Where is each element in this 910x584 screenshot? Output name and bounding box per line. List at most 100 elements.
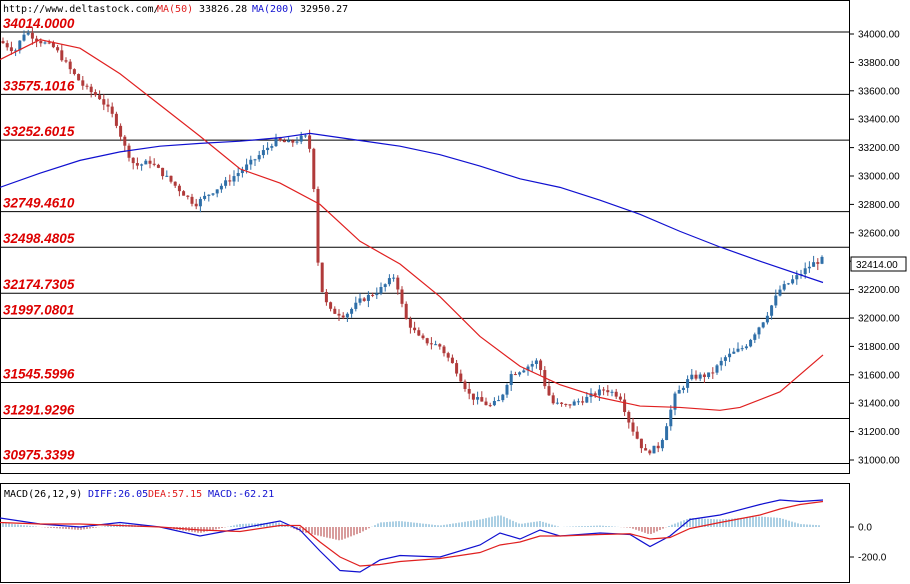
candle-body — [459, 373, 463, 382]
candle-body — [639, 438, 643, 449]
candle-body — [753, 334, 757, 340]
candle-body — [749, 339, 753, 347]
candle-body — [211, 193, 215, 195]
candle-body — [350, 308, 354, 314]
level-label: 32498.4805 — [3, 231, 75, 246]
ma200-label: MA(200) — [252, 4, 294, 15]
candlesticks — [1, 26, 824, 456]
y-tick-label: 33200.00 — [858, 143, 900, 154]
candle-body — [383, 284, 387, 288]
candle-body — [85, 85, 89, 87]
candle-body — [148, 160, 152, 164]
candle-body — [732, 351, 736, 354]
candle-body — [140, 164, 144, 166]
candle-body — [266, 147, 270, 151]
y-tick-label: 33600.00 — [858, 86, 900, 97]
candle-body — [492, 400, 496, 406]
candle-body — [429, 343, 433, 345]
candle-body — [694, 374, 698, 379]
candle-body — [602, 389, 606, 391]
candle-body — [702, 374, 706, 378]
candle-body — [98, 95, 102, 100]
candle-body — [812, 262, 816, 267]
macd-diff-line — [0, 499, 824, 573]
candle-body — [816, 262, 820, 264]
candle-body — [509, 374, 513, 385]
candle-body — [707, 372, 711, 378]
candle-body — [551, 395, 555, 404]
candle-body — [782, 284, 786, 290]
candle-body — [446, 353, 450, 358]
candle-body — [106, 104, 110, 107]
candle-body — [413, 327, 417, 331]
candle-body — [757, 327, 761, 335]
candle-body — [190, 196, 194, 204]
candle-body — [282, 140, 286, 143]
level-label: 30975.3399 — [3, 448, 75, 463]
candle-body — [597, 389, 601, 396]
level-label: 31291.9296 — [3, 403, 75, 418]
macd-tick-label: 0.0 — [858, 523, 872, 534]
candle-body — [291, 140, 295, 143]
candle-body — [530, 363, 534, 367]
y-tick-label: 31400.00 — [858, 399, 900, 410]
candle-body — [723, 357, 727, 361]
candle-body — [396, 277, 400, 290]
candle-body — [379, 287, 383, 294]
candle-body — [606, 390, 610, 393]
candle-body — [194, 203, 198, 207]
candle-body — [186, 195, 190, 197]
candle-body — [329, 302, 333, 309]
candle-body — [156, 164, 160, 168]
candle-body — [568, 404, 572, 406]
candle-body — [463, 381, 467, 389]
y-tick-label: 34000.00 — [858, 30, 900, 41]
candle-body — [253, 159, 257, 161]
candle-body — [719, 360, 723, 366]
candle-body — [518, 372, 522, 375]
candle-body — [261, 150, 265, 156]
candle-body — [400, 289, 404, 304]
candle-body — [93, 92, 97, 96]
candle-body — [501, 394, 505, 401]
candle-body — [1, 41, 5, 44]
candle-body — [715, 365, 719, 373]
candle-body — [245, 164, 249, 170]
candle-body — [513, 374, 517, 376]
source-url: http://www.deltastock.com/ — [3, 4, 160, 15]
candle-body — [182, 191, 186, 196]
candle-body — [203, 195, 207, 199]
candle-body — [47, 42, 51, 44]
candle-body — [375, 293, 379, 296]
candle-body — [123, 136, 127, 146]
candle-body — [26, 32, 30, 35]
candle-body — [807, 266, 811, 269]
candle-body — [207, 194, 211, 196]
candle-body — [295, 141, 299, 143]
candle-body — [345, 313, 349, 318]
candle-body — [480, 397, 484, 402]
y-tick-label: 31000.00 — [858, 456, 900, 467]
candle-body — [786, 283, 790, 285]
candle-body — [77, 74, 81, 81]
candle-body — [362, 298, 366, 301]
candle-body — [728, 353, 732, 358]
candle-body — [455, 363, 459, 374]
candle-body — [56, 47, 60, 51]
macd-panel-frame — [0, 483, 850, 583]
candle-body — [43, 42, 47, 44]
candle-body — [690, 374, 694, 380]
candle-body — [131, 157, 135, 164]
candle-body — [173, 181, 177, 186]
candle-body — [287, 140, 291, 143]
candle-body — [89, 86, 93, 93]
candle-body — [505, 384, 509, 395]
candle-body — [119, 125, 123, 137]
candle-body — [303, 135, 307, 137]
candle-body — [644, 448, 648, 451]
candle-body — [249, 159, 253, 165]
candle-body — [744, 346, 748, 349]
macd-dea-line — [0, 500, 824, 567]
candle-body — [366, 294, 370, 301]
